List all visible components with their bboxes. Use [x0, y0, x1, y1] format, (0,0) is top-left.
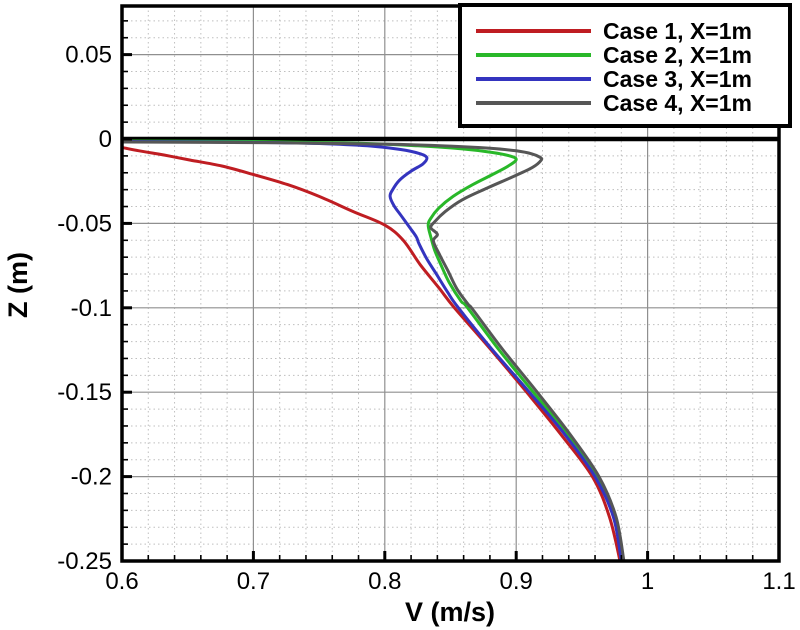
- plot-frame: [120, 4, 781, 563]
- series-line-case-1: [122, 146, 622, 561]
- legend-line-sample: [476, 29, 591, 33]
- x-tick-label: 0.7: [237, 568, 270, 595]
- legend-line-sample: [476, 77, 591, 81]
- legend-item-case-2: Case 2, X=1m: [476, 43, 780, 67]
- legend-line-sample: [476, 53, 591, 57]
- y-tick-label: -0.1: [71, 295, 112, 322]
- legend-label: Case 3, X=1m: [603, 66, 752, 92]
- series-line-case-2: [122, 139, 625, 561]
- legend-label: Case 1, X=1m: [603, 18, 752, 44]
- legend-label: Case 2, X=1m: [603, 42, 752, 68]
- legend-item-case-1: Case 1, X=1m: [476, 19, 780, 43]
- axis-ticks: [120, 20, 781, 563]
- legend-item-case-3: Case 3, X=1m: [476, 67, 780, 91]
- legend-item-case-4: Case 4, X=1m: [476, 91, 780, 115]
- y-tick-label: -0.25: [57, 548, 112, 575]
- legend-line-sample: [476, 101, 591, 105]
- y-tick-label: -0.05: [57, 210, 112, 237]
- y-tick-label: 0.05: [65, 42, 112, 69]
- legend-label: Case 4, X=1m: [603, 90, 752, 116]
- x-tick-label: 1.1: [762, 568, 795, 595]
- x-tick-label: 0.8: [368, 568, 401, 595]
- x-tick-label: 0.9: [500, 568, 533, 595]
- legend: Case 1, X=1m Case 2, X=1m Case 3, X=1m Case…: [458, 3, 792, 128]
- x-tick-label: 0.6: [105, 568, 138, 595]
- y-tick-label: 0: [99, 126, 112, 153]
- x-tick-label: 1: [641, 568, 654, 595]
- series-line-case-3: [122, 140, 623, 561]
- tick-labels: 0.6 0.7 0.8 0.9 1 1.1 0.05 0 -0.05 -0.1 -0.15 -0.2 -…: [57, 42, 795, 595]
- major-grid: [122, 6, 779, 561]
- y-tick-label: -0.15: [57, 379, 112, 406]
- x-axis-title: V (m/s): [405, 597, 495, 627]
- data-series: [122, 139, 626, 561]
- y-axis-title: Z (m): [3, 252, 33, 318]
- series-line-case-4: [122, 140, 626, 561]
- y-tick-label: -0.2: [71, 464, 112, 491]
